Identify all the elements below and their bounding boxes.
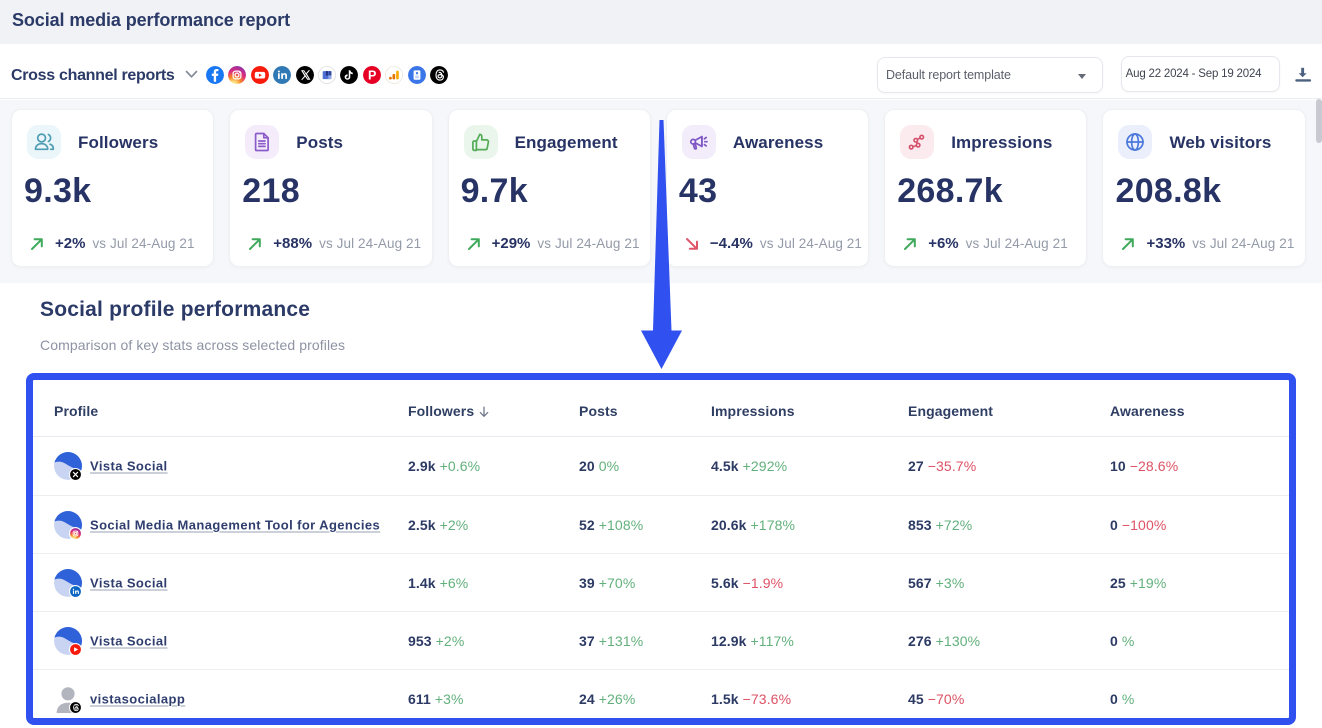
svg-text:P: P xyxy=(368,68,376,82)
